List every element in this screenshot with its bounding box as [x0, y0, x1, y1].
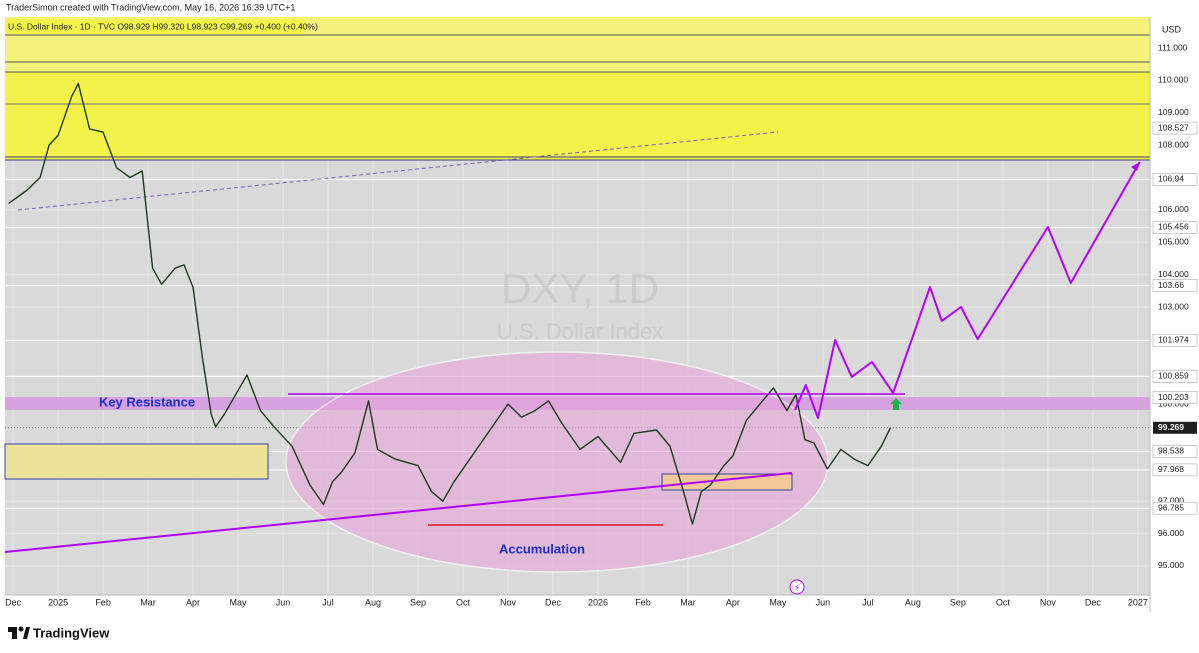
x-tick-label: Aug [905, 597, 921, 607]
x-tick-label: Oct [996, 597, 1011, 607]
series [8, 82, 1141, 525]
legend: U.S. Dollar Index · 1D · TVC O98.929 H99… [8, 21, 318, 31]
level-label-bg [1152, 370, 1198, 383]
level-label: 103.66 [1158, 280, 1184, 290]
logo-part [18, 626, 24, 632]
x-tick-label: Dec [1085, 597, 1102, 607]
x-tick-label: Sep [410, 597, 426, 607]
x-tick-label: Nov [1040, 597, 1057, 607]
x-tick-label: 2026 [588, 597, 608, 607]
level-label: 100.859 [1158, 371, 1189, 381]
logo-part [12, 627, 17, 639]
annotation: Key Resistance [99, 394, 195, 409]
level-label-bg [1152, 121, 1198, 135]
level-label-bg [1152, 445, 1198, 458]
line [794, 161, 1141, 419]
last-price-label: 99.269 [1158, 422, 1184, 432]
event-icon-glyph: ⚡ [794, 582, 800, 592]
x-tick-label: Apr [726, 597, 740, 607]
arrow-up [890, 398, 902, 410]
x-tick-label: May [769, 597, 787, 607]
x-tick-label: Feb [635, 597, 651, 607]
y-tick-label: 108.000 [1158, 139, 1189, 149]
level-label-bg [1152, 173, 1198, 186]
x-tick-label: Jun [276, 597, 291, 607]
watermark-subtitle: U.S. Dollar Index [497, 319, 663, 344]
level-label: 101.974 [1158, 334, 1189, 344]
credit: TraderSimon created with TradingView.com… [6, 2, 295, 12]
y-tick-label: 96.000 [1158, 528, 1184, 538]
level-label: 105.456 [1158, 222, 1189, 232]
x-tick-label: Jun [816, 597, 831, 607]
y-tick-label: 110.000 [1158, 75, 1188, 85]
line [8, 82, 892, 525]
level-label-bg [1152, 463, 1198, 477]
y-tick-label: 103.000 [1158, 301, 1189, 311]
level-label: 98.538 [1158, 446, 1184, 456]
event-icon [789, 579, 805, 595]
level-label: 97.968 [1158, 464, 1184, 474]
accumulation-ellipse [285, 351, 829, 573]
level-label: 100.203 [1158, 392, 1189, 402]
brand: TradingView [33, 625, 110, 640]
currency: USD [1162, 24, 1182, 34]
level-label-bg [1152, 333, 1198, 347]
x-tick-label: Aug [365, 597, 381, 607]
axes: Dec 2025 Feb Mar Apr May Jun Jul Aug Sep Oct Nov Dec… [5, 42, 1198, 607]
annotation: Accumulation [499, 541, 585, 556]
logo-part [23, 627, 30, 639]
watermark-title: DXY, 1D [501, 265, 659, 312]
legend-bg [5, 19, 305, 34]
level-label: 96.785 [1158, 502, 1184, 512]
y-tick-label: 104.000 [1158, 269, 1189, 279]
level-label: 108.527 [1158, 122, 1189, 132]
x-tick-label: May [230, 597, 248, 607]
level-label-bg [1152, 221, 1198, 234]
x-tick-label: Nov [500, 597, 517, 607]
x-tick-label: Dec [545, 597, 562, 607]
level-label-bg [1152, 391, 1198, 404]
x-tick-label: Sep [950, 597, 966, 607]
level-label-bg [1152, 279, 1198, 292]
x-tick-label: Jul [322, 597, 334, 607]
x-tick-label: Jul [862, 597, 874, 607]
x-tick-label: Feb [95, 597, 111, 607]
zone [5, 72, 1150, 160]
demand-box [661, 473, 793, 491]
demand-box [4, 443, 269, 480]
x-tick-label: Dec [5, 597, 22, 607]
x-tick-label: Oct [456, 597, 471, 607]
x-tick-label: Mar [140, 597, 156, 607]
support-line [4, 472, 793, 553]
y-tick-label: 97.000 [1158, 495, 1184, 505]
arrow-head [1131, 162, 1140, 171]
level-label: 106.94 [1158, 174, 1184, 184]
x-tick-label: Apr [186, 597, 200, 607]
zones [4, 17, 1150, 573]
y-tick-label: 95.000 [1158, 560, 1184, 570]
y-tick-label: 109.000 [1158, 107, 1189, 117]
y-tick-label: 106.000 [1158, 204, 1189, 214]
x-tick-label: 2027 [1128, 597, 1148, 607]
x-tick-label: 2025 [48, 597, 68, 607]
level-label-bg [1152, 501, 1198, 515]
last-price-bg [1153, 421, 1197, 434]
y-tick-label: 111.000 [1158, 42, 1188, 52]
overlay: ⚡ [4, 162, 1140, 595]
x-tick-label: Mar [680, 597, 696, 607]
y-tick-label: 105.000 [1158, 237, 1189, 247]
brand-logo [8, 626, 30, 639]
